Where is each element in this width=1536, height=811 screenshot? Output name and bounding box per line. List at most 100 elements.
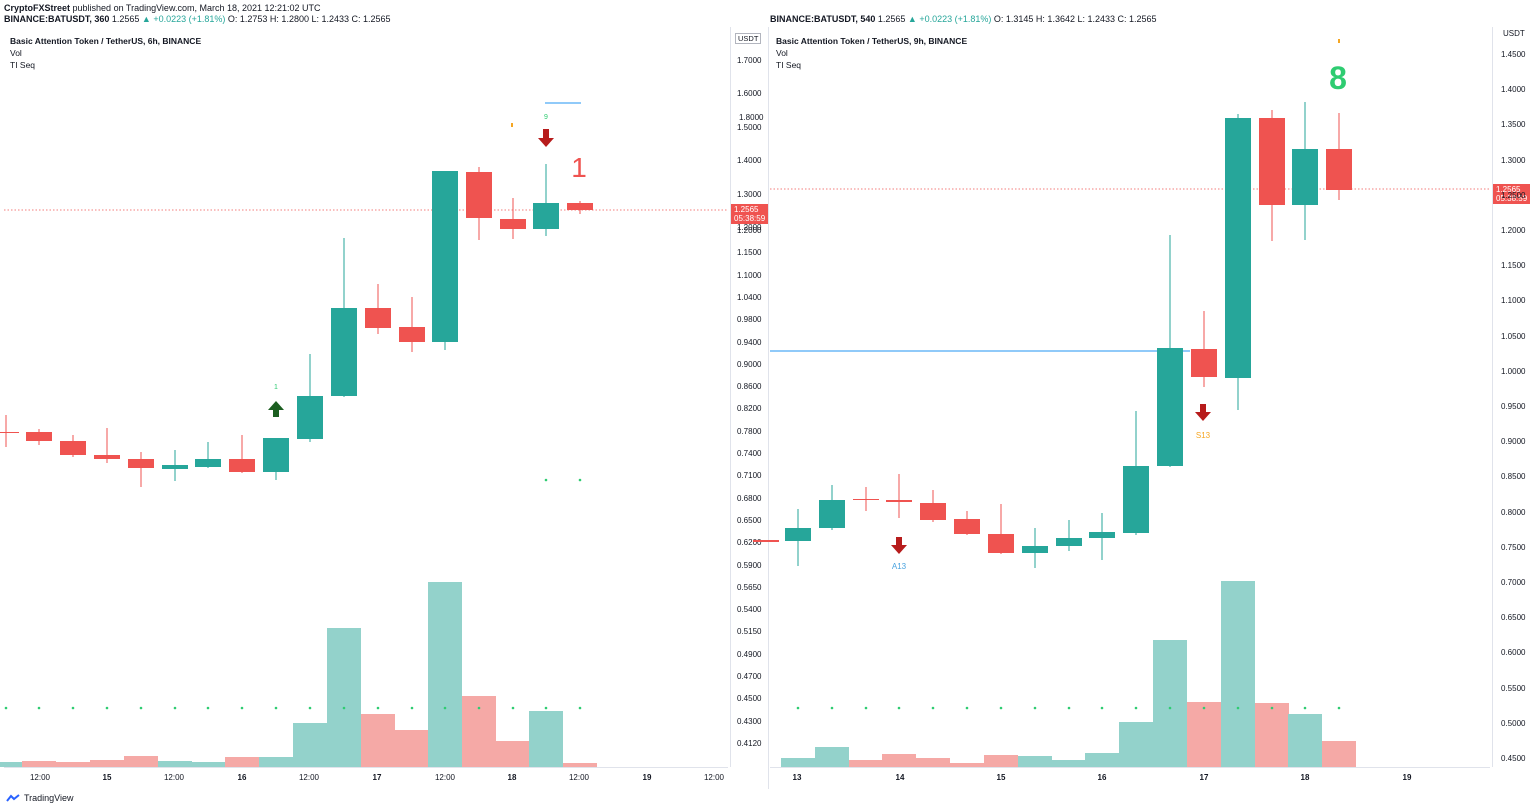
left-chart-canvas[interactable]: 1 9 1 (0, 27, 728, 767)
left-price-axis[interactable]: USDT 1.2565 05:38:59 1.8000 1.7000 1.6000 1… (730, 27, 769, 767)
candle-body (886, 500, 912, 502)
price-axis-tick: 0.6200 (737, 538, 762, 548)
price-axis-tick: 1.4500 (1501, 50, 1526, 59)
right-chart-pane[interactable]: A13 S13 8 Basic Attention Token / TetherUS… (753, 27, 1490, 767)
left-change: ▲ +0.0223 (+1.81%) (141, 14, 226, 24)
right-chart-title[interactable]: Basic Attention Token / TetherUS, 9h, BI… (776, 36, 968, 46)
candle-body (1056, 538, 1082, 546)
right-unit-label[interactable]: USDT (1503, 29, 1525, 38)
tiseq-dot (173, 706, 177, 710)
price-axis-tick: 1.5000 (737, 122, 762, 132)
price-axis-tick: 1.8000 (739, 113, 764, 122)
price-axis-tick: 1.1500 (737, 248, 762, 258)
volume-bar (158, 761, 192, 767)
left-chart-pane[interactable]: 1 9 1 Basic Attention Token / TetherUS, 6h… (0, 27, 728, 767)
price-axis-tick: 0.8600 (737, 382, 762, 392)
price-axis-tick: 0.6500 (1501, 613, 1526, 623)
price-axis-tick: 1.2500 (1501, 190, 1526, 200)
tiseq-count-label: 1 (274, 384, 278, 391)
candle-body (297, 396, 323, 439)
price-axis-tick: 1.6000 (737, 89, 762, 99)
tiseq-dot (342, 706, 346, 710)
price-axis-tick: 1.7000 (737, 56, 762, 65)
tiseq-dot (240, 706, 244, 710)
right-chart-canvas[interactable]: A13 S13 8 (753, 27, 1490, 767)
price-axis-tick: 1.0500 (1501, 331, 1526, 341)
time-axis-label: 12:00 (703, 773, 725, 782)
candle-body (567, 203, 593, 210)
author-name[interactable]: CryptoFXStreet (4, 3, 71, 13)
candle-body (1326, 149, 1352, 190)
left-price-tag-value: 1.2565 (734, 205, 759, 214)
volume-bar (1119, 722, 1153, 767)
volume-bar (395, 730, 429, 767)
price-axis-tick: 1.4000 (1501, 85, 1526, 95)
volume-bar (563, 763, 597, 767)
right-last-price: 1.2565 (877, 14, 906, 24)
right-price-axis[interactable]: USDT 1.2565 05:38:59 1.4500 1.4000 1.3500 1… (1492, 27, 1536, 767)
tiseq-dot (4, 706, 8, 710)
right-tiseq-label[interactable]: TI Seq (776, 60, 802, 70)
price-axis-tick: 0.8200 (737, 404, 762, 414)
right-vol-label[interactable]: Vol (776, 48, 788, 58)
tiseq-dot (897, 706, 901, 710)
price-axis-tick: 1.3000 (737, 189, 762, 199)
volume-bar (916, 758, 950, 767)
tiseq-dot (206, 706, 210, 710)
price-axis-tick: 0.5000 (1501, 718, 1526, 728)
candle-body (128, 459, 154, 468)
right-time-axis[interactable]: 13 14 15 16 17 18 19 (770, 767, 1490, 790)
volume-bar (56, 762, 90, 767)
price-axis-tick: 1.1000 (1501, 296, 1526, 306)
tiseq-dot (308, 706, 312, 710)
left-symbol[interactable]: BINANCE:BATUSDT, 360 (4, 14, 110, 24)
warning-marker (1338, 39, 1340, 43)
volume-bar (124, 756, 158, 767)
left-ohlc: O: 1.2753 H: 1.2800 L: 1.2433 C: 1.2565 (227, 14, 391, 24)
pane-divider[interactable] (768, 27, 769, 789)
time-axis-label: 12:00 (29, 773, 51, 782)
time-axis-label: 15 (996, 773, 1006, 782)
time-axis-label: 16 (1097, 773, 1107, 782)
volume-bar (428, 582, 462, 767)
tiseq-dot (105, 706, 109, 710)
tiseq-dot (965, 706, 969, 710)
left-vol-label[interactable]: Vol (10, 48, 22, 58)
tradingview-footer[interactable]: TradingView (6, 793, 74, 803)
volume-bar (225, 757, 259, 767)
time-axis-label: 13 (792, 773, 802, 782)
price-axis-tick: 0.6500 (737, 515, 762, 525)
tiseq-dot (511, 706, 515, 710)
volume-bar (529, 711, 563, 767)
right-legend: Basic Attention Token / TetherUS, 9h, BI… (776, 35, 967, 71)
left-unit-label[interactable]: USDT (735, 33, 762, 44)
tiseq-dot (410, 706, 414, 710)
volume-bar (1018, 756, 1052, 767)
sell-arrow-icon (538, 129, 554, 147)
right-price-tag: 1.2565 05:38:59 (1493, 184, 1531, 204)
candle-body (1191, 349, 1217, 377)
price-axis-tick: 0.6000 (1501, 648, 1526, 658)
candle-body (195, 459, 221, 467)
time-axis-label: 19 (1402, 773, 1412, 782)
price-axis-tick: 1.1000 (737, 270, 762, 280)
price-axis-tick: 0.6800 (737, 493, 762, 503)
volume-bar (815, 747, 849, 767)
tiseq-dot (1303, 706, 1307, 710)
tiseq-dot (544, 706, 548, 710)
left-tiseq-label[interactable]: TI Seq (10, 60, 36, 70)
tiseq-dot (999, 706, 1003, 710)
time-axis-label: 17 (1199, 773, 1209, 782)
candle-body (263, 438, 289, 472)
tiseq-dot (477, 706, 481, 710)
tiseq-dot (830, 706, 834, 710)
tiseq-dot (578, 478, 582, 482)
time-axis-label: 12:00 (298, 773, 320, 782)
tiseq-dot (1270, 706, 1274, 710)
setup-count-label: 1 (571, 152, 587, 183)
left-chart-title[interactable]: Basic Attention Token / TetherUS, 6h, BI… (10, 36, 202, 46)
right-symbol[interactable]: BINANCE:BATUSDT, 540 (770, 14, 876, 24)
countdown-13-label: A13 (892, 562, 907, 571)
left-time-axis[interactable]: 12:00 15 12:00 16 12:00 17 12:00 18 12:00 19 12:00 (4, 767, 728, 790)
left-price-tag: 1.2565 05:38:59 (731, 204, 769, 224)
